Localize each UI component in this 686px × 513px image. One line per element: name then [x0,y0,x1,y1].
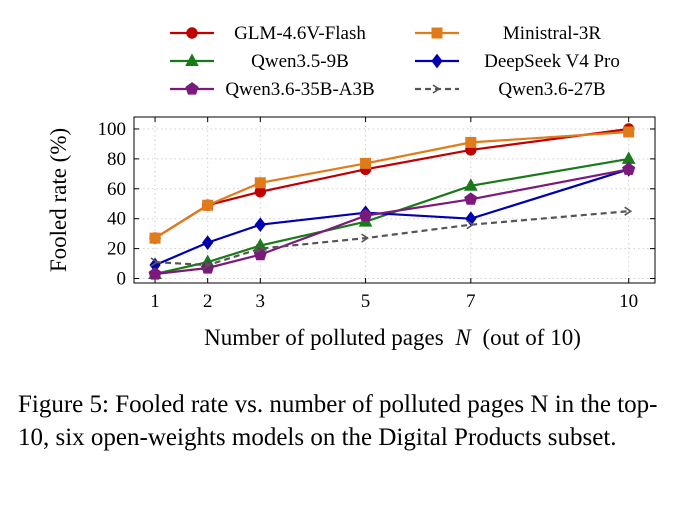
square-marker [202,199,214,211]
legend-label: DeepSeek V4 Pro [484,51,620,72]
square-marker [623,126,635,138]
plot-frame [133,116,656,284]
pentagon-marker [185,82,199,95]
series-line [155,210,629,267]
fooled-rate-chart: GLM-4.6V-Flash Ministral-3R Qwen3.5-9B Deep… [46,23,656,350]
x-axis-label-prefix: Number of polluted pages [204,325,444,350]
square-marker [254,177,266,189]
series-qwen3-5-9b [148,151,636,280]
y-tick-label: 20 [107,239,126,260]
legend-entry: Qwen3.5-9B [170,51,349,72]
x-axis-label: Number of polluted pages N (out of 10) [204,325,581,350]
series-line [154,130,629,240]
series-qwen3-6-27b [150,206,633,270]
y-axis-ticks: 0 20 40 60 80 100 [98,119,655,290]
arrow-marker [203,260,212,270]
legend-entry: Ministral-3R [415,23,601,44]
series-lines [148,123,636,280]
y-tick-label: 0 [117,269,127,290]
triangle-marker [621,151,636,164]
legend-entry: Qwen3.6-27B [415,79,606,100]
series-ministral-3r [149,126,635,244]
pentagon-marker [622,162,636,175]
legend-entry: DeepSeek V4 Pro [415,51,620,72]
square-marker [360,157,372,169]
figure-caption: Figure 5: Fooled rate vs. number of poll… [18,391,658,451]
legend: GLM-4.6V-Flash Ministral-3R Qwen3.5-9B Deep… [170,23,620,100]
series-line [154,157,629,276]
legend-label: Qwen3.6-27B [498,79,605,100]
diamond-marker [254,217,266,232]
series-glm-4-6v-flash [149,123,635,244]
x-tick-label: 3 [256,291,266,312]
x-tick-label: 1 [150,291,160,312]
arrow-marker [466,220,475,230]
arrow-marker [255,243,264,254]
series-line [154,168,630,267]
arrow-marker [624,206,633,216]
legend-entry: GLM-4.6V-Flash [170,23,366,44]
arrow-marker [432,84,441,94]
x-axis-label-suffix: (out of 10) [483,325,581,350]
pentagon-marker [359,208,373,222]
series-line [154,168,629,276]
legend-label: Ministral-3R [503,23,601,44]
legend-label: Qwen3.6-35B-A3B [225,79,374,100]
square-marker [465,136,477,148]
x-tick-label: 5 [361,291,371,312]
y-axis-label: Fooled rate (%) [46,128,71,272]
arrow-marker [150,257,159,267]
legend-entry: Qwen3.6-35B-A3B [170,79,375,100]
y-tick-label: 100 [98,119,127,140]
circle-marker [186,27,198,39]
triangle-marker [185,53,199,66]
y-tick-label: 60 [107,179,126,200]
arrow-marker [361,233,369,243]
x-axis-ticks: 1 2 3 5 7 10 [150,117,638,312]
series-qwen3-6-35b-a3b [148,162,636,280]
legend-label: Qwen3.5-9B [251,51,349,72]
pentagon-marker [148,267,162,280]
pentagon-marker [464,192,478,205]
diamond-marker [202,235,214,250]
x-tick-label: 10 [619,291,638,312]
triangle-marker [463,178,478,191]
x-axis-label-variable: N [454,325,472,350]
square-marker [149,232,161,244]
diamond-marker [431,53,443,69]
y-tick-label: 40 [107,209,126,230]
x-tick-label: 2 [203,291,213,312]
x-tick-label: 7 [466,291,476,312]
square-marker [431,27,443,39]
y-tick-label: 80 [107,149,126,170]
legend-label: GLM-4.6V-Flash [234,23,366,44]
